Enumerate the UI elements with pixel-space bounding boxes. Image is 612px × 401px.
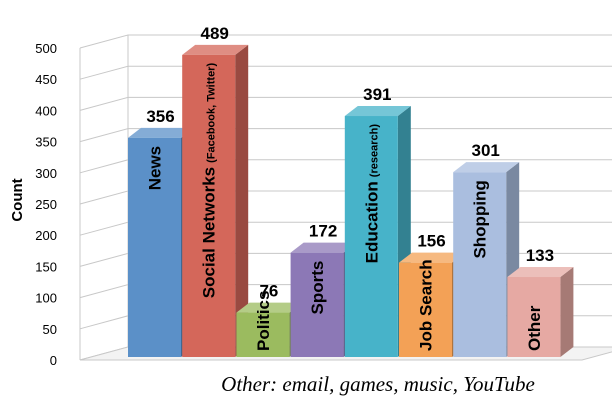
y-tick-label: 100 bbox=[35, 291, 57, 306]
y-tick-label: 50 bbox=[43, 322, 57, 337]
bar-front bbox=[507, 277, 561, 357]
category-label: Other bbox=[525, 305, 544, 351]
bar-top bbox=[453, 162, 520, 173]
data-label: 489 bbox=[201, 24, 229, 43]
bar: 133 Other bbox=[507, 246, 574, 357]
bar-side bbox=[560, 267, 574, 357]
bar-top bbox=[128, 127, 194, 138]
category-label: Job Search bbox=[417, 259, 436, 351]
y-tick-label: 300 bbox=[35, 166, 57, 181]
data-label: 301 bbox=[472, 141, 500, 160]
bar-side bbox=[235, 44, 249, 357]
category-label: Social Networks (Facebook, Twitter) bbox=[200, 63, 219, 299]
category-name: Job Search bbox=[417, 259, 436, 351]
bar-top bbox=[236, 302, 303, 313]
bar-front bbox=[236, 312, 290, 357]
bar: 156 Job Search bbox=[399, 232, 465, 357]
y-tick-label: 400 bbox=[35, 103, 57, 118]
bar-front bbox=[290, 252, 344, 357]
y-axis-label: Count bbox=[9, 178, 26, 221]
category-name: Other bbox=[525, 305, 544, 351]
gridline bbox=[79, 34, 612, 49]
y-tick-label: 500 bbox=[35, 41, 57, 56]
gridline bbox=[79, 65, 612, 80]
category-name: Politics bbox=[254, 291, 273, 351]
category-label: Politics bbox=[254, 291, 273, 351]
y-tick-label: 200 bbox=[35, 228, 57, 243]
category-name: Shopping bbox=[471, 180, 490, 258]
y-axis-ticks: 0 50 100 150 200 250 300 350 400 450 500 bbox=[35, 41, 57, 368]
category-label: Shopping bbox=[471, 180, 490, 258]
category-name: Education bbox=[362, 181, 381, 263]
bar: 301 Shopping bbox=[453, 141, 520, 357]
bar-top bbox=[507, 267, 574, 278]
y-tick-label: 250 bbox=[35, 197, 57, 212]
bars: 356 News 489 Social Networks (Facebook, Twit… bbox=[128, 24, 574, 358]
category-label: News bbox=[146, 146, 165, 190]
bar-front bbox=[399, 262, 452, 357]
bar-front bbox=[128, 137, 181, 357]
y-tick-label: 350 bbox=[35, 135, 57, 150]
bar-front bbox=[344, 116, 398, 358]
category-label: Education (research) bbox=[362, 124, 381, 264]
category-name: Sports bbox=[308, 261, 327, 315]
y-tick-label: 450 bbox=[35, 72, 57, 87]
y-tick-label: 150 bbox=[35, 259, 57, 274]
category-label: Sports bbox=[308, 261, 327, 315]
data-label: 391 bbox=[363, 85, 391, 104]
bar-front bbox=[453, 172, 507, 357]
data-label: 156 bbox=[417, 232, 445, 251]
data-label: 356 bbox=[146, 107, 174, 126]
bar-front bbox=[182, 54, 236, 357]
data-label: 172 bbox=[309, 222, 337, 241]
footnote: Other: email, games, music, YouTube bbox=[221, 372, 535, 396]
bar-top bbox=[182, 44, 249, 55]
bar-top bbox=[290, 242, 357, 253]
category-note: (research) bbox=[368, 124, 380, 178]
data-label: 133 bbox=[526, 246, 554, 265]
category-note: (Facebook, Twitter) bbox=[206, 63, 218, 163]
bar-top bbox=[344, 106, 411, 117]
category-name: Social Networks bbox=[200, 167, 219, 298]
bar: 489 Social Networks (Facebook, Twitter) bbox=[182, 24, 249, 357]
y-tick-label: 0 bbox=[50, 353, 57, 368]
data-label: 76 bbox=[259, 282, 278, 301]
bar-top bbox=[399, 252, 465, 263]
category-name: News bbox=[146, 146, 165, 190]
